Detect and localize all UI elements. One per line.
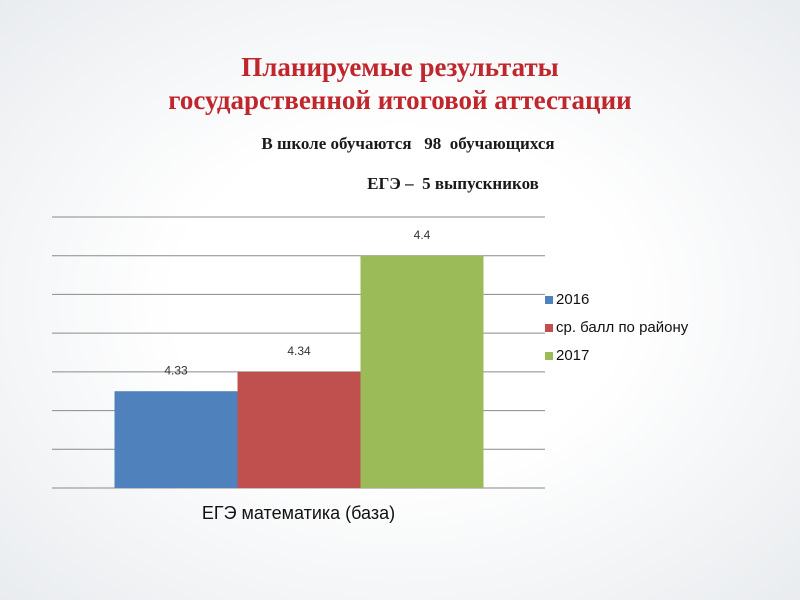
- subtitle-line: В школе обучаются 98 обучающихся: [261, 134, 554, 153]
- title-line: Планируемые результаты: [241, 52, 559, 82]
- value-label: 4.33: [164, 363, 188, 377]
- x-tick-label: ЕГЭ математика (база): [202, 503, 395, 523]
- legend-swatch: [545, 296, 553, 304]
- legend-label: 2017: [556, 347, 589, 364]
- legend-label: 2016: [556, 291, 589, 308]
- bar: [114, 391, 238, 488]
- subtitle-line: ЕГЭ – 5 выпускников: [367, 174, 539, 193]
- bar: [360, 255, 484, 488]
- value-label: 4.34: [287, 344, 311, 358]
- legend-swatch: [545, 324, 553, 332]
- legend-swatch: [545, 352, 553, 360]
- title-line: государственной итоговой аттестации: [168, 85, 631, 115]
- value-label: 4.4: [414, 228, 431, 242]
- legend-label: ср. балл по району: [556, 319, 689, 336]
- bar: [237, 371, 361, 488]
